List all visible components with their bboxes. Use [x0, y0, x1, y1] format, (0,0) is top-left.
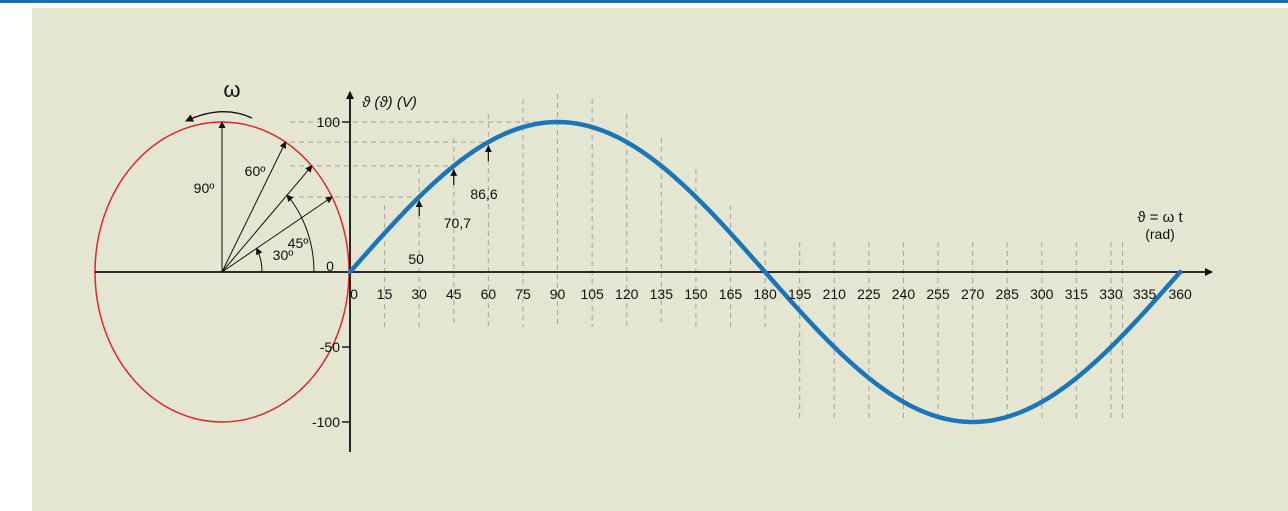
x-tick-label-135: 135: [650, 286, 674, 302]
angle-arc-45: [286, 194, 315, 273]
angle-arc-30: [256, 247, 263, 273]
y-tick-label-1: -50: [320, 339, 340, 355]
angle-label-30: 30º: [273, 247, 294, 263]
x-tick-label-120: 120: [615, 286, 639, 302]
x-tick-label-255: 255: [926, 286, 950, 302]
x-tick-label-225: 225: [857, 286, 881, 302]
x-tick-label-285: 285: [996, 286, 1020, 302]
x-tick-label-0: 0: [350, 286, 358, 302]
x-tick-label-195: 195: [788, 286, 812, 302]
sine-curve-group: [347, 119, 1183, 425]
phasor-vector-45: [221, 165, 313, 273]
x-tick-label-75: 75: [515, 286, 531, 302]
y-tick-label-2: -100: [312, 414, 340, 430]
value-marker-label-60: 86,6: [470, 186, 497, 202]
value-marker-label-30: 50: [408, 251, 424, 267]
x-tick-label-45: 45: [446, 286, 462, 302]
phasor-vector-60: [221, 141, 287, 273]
y-axis-label: ϑ (ϑ) (V): [362, 94, 417, 111]
sine-curve: [347, 119, 1183, 425]
angle-label-60: 60º: [245, 163, 266, 179]
y-tick-label-0: 100: [317, 114, 341, 130]
labels-group: ω ϑ (ϑ) (V) ϑ = ω t (rad) 0: [223, 77, 1183, 274]
x-tick-label-90: 90: [550, 286, 566, 302]
x-axis-label-line2: (rad): [1145, 226, 1175, 242]
x-tick-label-105: 105: [580, 286, 604, 302]
phasor-vector-30: [221, 196, 333, 273]
angle-label-90: 90º: [194, 180, 215, 196]
x-tick-label-165: 165: [719, 286, 743, 302]
x-tick-label-60: 60: [481, 286, 497, 302]
origin-zero-label: 0: [326, 258, 334, 274]
x-tick-label-330: 330: [1099, 286, 1123, 302]
x-tick-label-300: 300: [1030, 286, 1054, 302]
angle-label-45: 45º: [288, 235, 309, 251]
omega-label: ω: [223, 77, 240, 102]
rotation-arrow: [185, 110, 253, 122]
x-tick-label-180: 180: [753, 286, 777, 302]
figure-panel: [32, 8, 1288, 511]
x-tick-label-240: 240: [892, 286, 916, 302]
top-rule: [0, 0, 1288, 3]
tick-labels: 100 -50 -100 0 15 30 45 60 75 90 105 120 135 150 165 18…: [312, 114, 1192, 430]
value-markers: 50 70,7 86,6: [408, 145, 498, 267]
x-tick-label-315: 315: [1065, 286, 1089, 302]
x-tick-label-210: 210: [823, 286, 847, 302]
x-tick-label-335: 335: [1133, 286, 1157, 302]
value-marker-label-45: 70,7: [444, 215, 471, 231]
x-tick-label-30: 30: [411, 286, 427, 302]
x-tick-label-150: 150: [684, 286, 708, 302]
x-tick-label-15: 15: [377, 286, 393, 302]
x-tick-label-270: 270: [961, 286, 985, 302]
x-axis-label-line1: ϑ = ω t: [1137, 209, 1183, 226]
x-tick-label-360: 360: [1168, 286, 1192, 302]
